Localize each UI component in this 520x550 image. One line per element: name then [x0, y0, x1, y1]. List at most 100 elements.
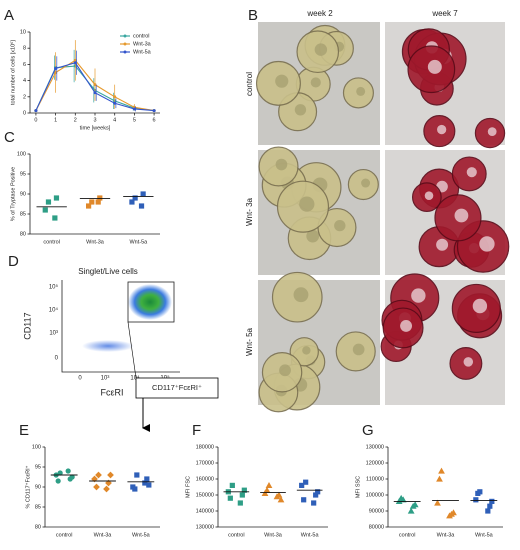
point [95, 199, 101, 205]
panel-label: G [362, 422, 374, 439]
gate [127, 281, 175, 323]
panel-label: A [4, 7, 14, 24]
nucleus [411, 288, 426, 303]
x-tick-label: Wnt-3a [86, 239, 105, 245]
point [487, 503, 493, 509]
axis [29, 154, 160, 235]
x-tick-label: Wnt-3a [94, 532, 113, 538]
y-axis-label: MFI SSC [355, 476, 361, 498]
chart-panel: G 80000 90000 100000 110000 120000 130000 MFI S… [355, 422, 503, 538]
micrograph-panel: B week 2 week 7 control Wnt- 3a Wnt- 5a [245, 7, 510, 413]
x-tick-label: Wnt-5a [475, 532, 494, 538]
point [315, 489, 321, 495]
y-tick-label: 85 [20, 211, 26, 217]
y-axis-label: % CD117⁺FcεRI⁺ [24, 465, 31, 508]
point [86, 203, 92, 209]
x-tick-label: control [43, 239, 60, 245]
point [303, 479, 309, 485]
nucleus [334, 219, 346, 232]
flow-axes [61, 280, 180, 373]
point [54, 66, 58, 70]
y-tick-label: 95 [20, 171, 26, 177]
x-tick-label: Wnt-5a [301, 532, 320, 538]
flow-title: Singlet/Live cells [78, 267, 138, 276]
point [438, 467, 445, 474]
point [489, 498, 495, 504]
x-tick-label: 6 [153, 117, 156, 123]
point [450, 509, 457, 516]
point [138, 203, 145, 209]
point [241, 487, 247, 493]
point [142, 480, 148, 486]
point [65, 468, 71, 474]
gate-connector [127, 321, 137, 379]
flow-x-tick: 10⁴ [130, 375, 140, 382]
x-tick-label: 3 [93, 117, 96, 123]
legend-swatch [123, 34, 127, 38]
x-tick-label: Wnt-5a [129, 239, 148, 245]
gate-label: CD117⁺FcεRI⁺ [152, 383, 202, 392]
x-tick-label: 1 [54, 117, 57, 123]
nucleus [454, 208, 469, 223]
chart-panel: F 130000 140000 150000 160000 170000 180000 MFI… [185, 422, 328, 538]
y-axis-label: MFI FSC [185, 476, 191, 498]
y-tick-label: 2 [23, 94, 26, 100]
point [407, 507, 415, 514]
point [113, 95, 117, 99]
panel-label: C [4, 129, 15, 146]
y-tick-label: 180000 [196, 444, 214, 450]
x-tick-label: control [399, 532, 416, 538]
row-label: Wnt- 5a [245, 327, 254, 356]
nucleus [299, 196, 315, 212]
flow-x-label: FcεRI [100, 387, 123, 397]
nucleus [293, 287, 309, 303]
point [146, 482, 152, 488]
nucleus [472, 298, 488, 314]
point [89, 199, 95, 205]
point [93, 483, 100, 491]
point [55, 478, 61, 484]
point [473, 497, 479, 503]
legend-swatch [123, 50, 127, 54]
point [313, 492, 319, 498]
x-tick-label: control [228, 532, 245, 538]
gate-box [135, 377, 219, 399]
y-tick-label: 0 [23, 110, 26, 116]
x-tick-label: 5 [133, 117, 136, 123]
point [397, 494, 405, 501]
point [152, 109, 156, 113]
point [34, 109, 38, 113]
point [237, 500, 243, 506]
point [311, 500, 317, 506]
axis [387, 447, 503, 528]
chart-panel: E 80 85 90 95 100 % CD117⁺FcεRI⁺ control Wnt-3a W… [19, 422, 160, 538]
column-label: week 2 [306, 9, 333, 18]
point [53, 195, 60, 201]
point [299, 482, 305, 488]
y-tick-label: 110000 [366, 476, 384, 482]
y-tick-label: 150000 [196, 492, 214, 498]
legend-swatch [123, 42, 127, 46]
y-tick-label: 85 [35, 504, 41, 510]
point [95, 471, 102, 479]
x-tick-label: 0 [34, 117, 37, 123]
y-tick-label: 160000 [196, 476, 214, 482]
point [434, 499, 441, 506]
point [239, 492, 245, 498]
x-tick-label: 4 [113, 117, 116, 123]
y-tick-label: 90 [20, 191, 26, 197]
point [52, 215, 58, 221]
density-high [128, 284, 172, 320]
point [132, 107, 136, 111]
nucleus [463, 357, 474, 367]
y-tick-label: 80 [35, 524, 41, 530]
y-tick-label: 6 [23, 62, 26, 68]
nucleus [314, 43, 328, 56]
column-label: week 7 [431, 9, 458, 18]
nucleus [294, 104, 307, 116]
row-label: control [245, 72, 254, 96]
point [265, 482, 273, 488]
nucleus [427, 59, 442, 74]
row-label: Wnt- 3a [245, 197, 254, 226]
y-axis-label: total number of cells [x10⁶] [9, 40, 16, 105]
